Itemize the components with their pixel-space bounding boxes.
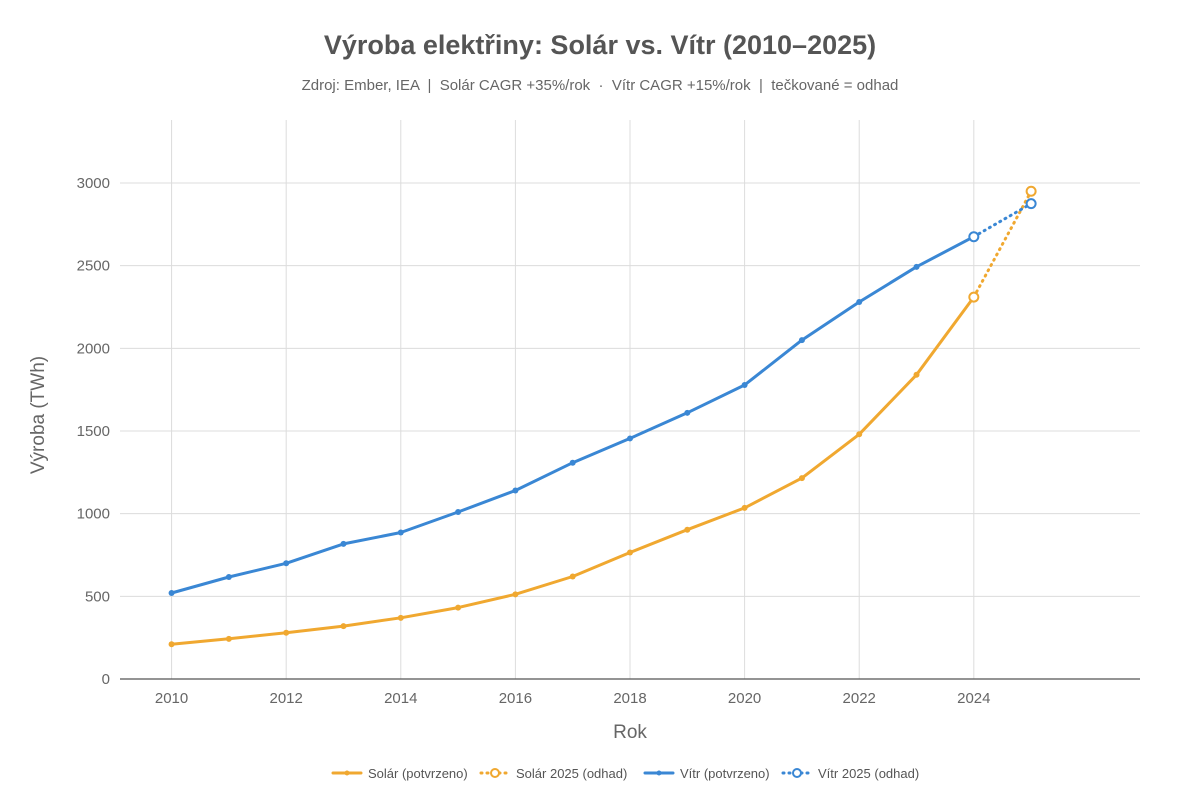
data-point [168, 641, 175, 648]
x-axis-label: Rok [613, 722, 647, 743]
legend-marker [490, 768, 500, 778]
legend-label: Vítr 2025 (odhad) [818, 766, 919, 781]
series-2 [168, 233, 977, 597]
y-tick-label: 3000 [77, 175, 110, 192]
data-point [627, 435, 633, 442]
data-point [569, 573, 576, 580]
series-3 [968, 198, 1037, 243]
data-point [798, 475, 805, 482]
data-point [913, 371, 920, 378]
y-tick-label: 1500 [77, 423, 110, 440]
data-point [798, 337, 805, 344]
legend-item: Vítr 2025 (odhad) [781, 766, 919, 781]
y-tick-label: 2500 [77, 258, 110, 275]
legend-item: Solár 2025 (odhad) [479, 766, 627, 781]
data-point [512, 591, 519, 598]
chart-title: Výroba elektřiny: Solár vs. Vítr (2010–2… [324, 30, 876, 60]
y-tick-label: 0 [102, 671, 110, 688]
legend-marker [792, 768, 802, 778]
y-tick-label: 2000 [77, 340, 110, 357]
x-tick-label: 2010 [155, 690, 188, 707]
series-line [170, 235, 976, 595]
axis-ticks: 2010 2012 2014 2016 2018 2020 2022 2024 0 500 1000… [77, 175, 991, 707]
series-line [972, 189, 1033, 299]
legend-marker [344, 770, 350, 776]
estimate-point [968, 231, 980, 243]
data-point [455, 604, 462, 611]
data-point [569, 459, 576, 466]
chart-subtitle: Zdroj: Ember, IEA | Solár CAGR +35%/rok … [302, 77, 899, 94]
legend-label: Solár (potvrzeno) [368, 766, 468, 781]
legend-item: Solár (potvrzeno) [331, 766, 468, 781]
legend-label: Vítr (potvrzeno) [680, 766, 770, 781]
data-point [512, 487, 519, 494]
data-point [225, 635, 232, 642]
data-point [168, 590, 175, 597]
data-point [397, 614, 404, 621]
x-tick-label: 2016 [499, 690, 532, 707]
data-point [283, 629, 290, 636]
data-point [684, 409, 691, 416]
x-tick-label: 2020 [728, 690, 761, 707]
series-line [170, 295, 976, 646]
data-point [741, 382, 748, 389]
data-point [856, 431, 863, 438]
x-tick-label: 2014 [384, 690, 417, 707]
series-1 [968, 185, 1037, 303]
legend-item: Vítr (potvrzeno) [643, 766, 770, 781]
x-tick-label: 2022 [843, 690, 876, 707]
data-point [283, 560, 290, 567]
data-point [397, 529, 404, 536]
estimate-point [1025, 198, 1037, 210]
data-point [627, 549, 633, 556]
y-tick-label: 1000 [77, 506, 110, 523]
data-point [913, 263, 920, 270]
data-point [741, 504, 748, 511]
x-tick-label: 2024 [957, 690, 990, 707]
data-point [684, 526, 691, 533]
data-point [455, 509, 462, 516]
y-tick-label: 500 [85, 588, 110, 605]
x-tick-label: 2012 [269, 690, 302, 707]
series [168, 185, 1037, 648]
data-point [225, 573, 232, 580]
legend-marker [656, 770, 662, 776]
data-point [340, 623, 347, 630]
data-point [340, 540, 347, 547]
estimate-point [1025, 185, 1037, 197]
y-axis-label: Výroba (TWh) [28, 356, 49, 474]
grid [120, 120, 1140, 679]
series-0 [168, 294, 977, 648]
legend-label: Solár 2025 (odhad) [516, 766, 627, 781]
x-tick-label: 2018 [613, 690, 646, 707]
estimate-point [968, 291, 980, 303]
series-line [972, 202, 1033, 239]
legend: Solár (potvrzeno) Solár 2025 (odhad) Vítr … [331, 766, 919, 781]
data-point [856, 299, 863, 306]
